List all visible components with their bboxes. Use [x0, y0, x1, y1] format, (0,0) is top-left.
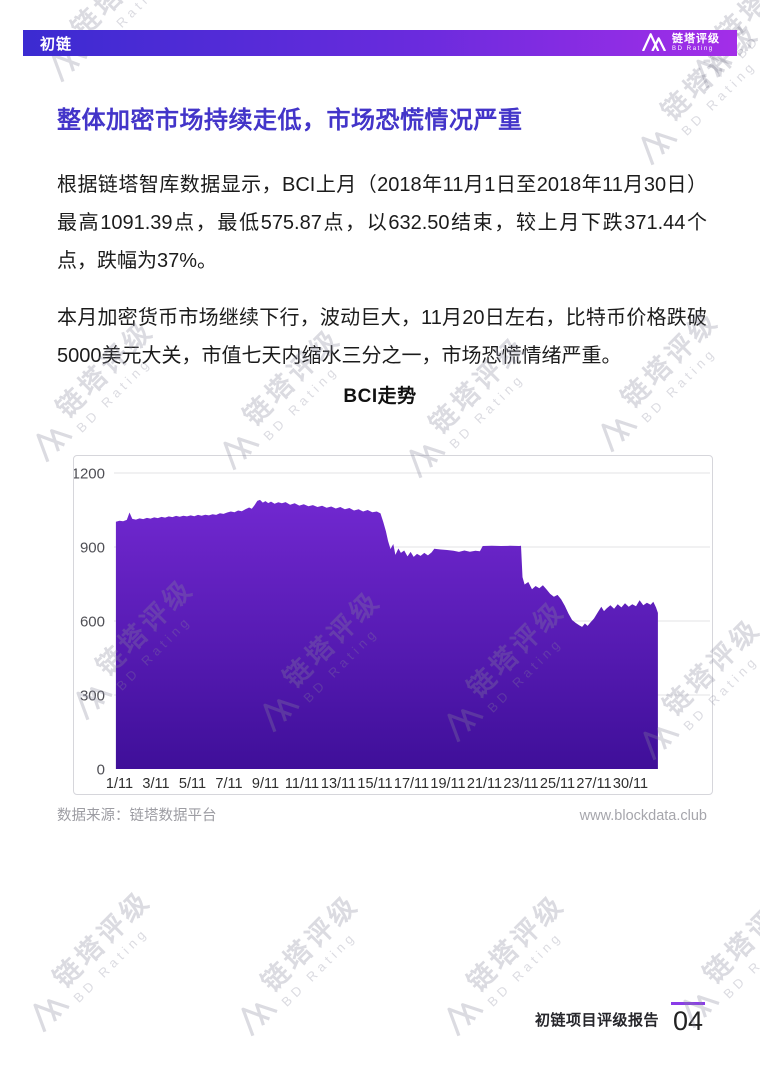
x-tick-label-13/11: 13/11: [321, 776, 356, 792]
x-tick-label-11/11: 11/11: [285, 776, 319, 792]
brand-text: 链塔评级 BD Rating: [672, 33, 720, 53]
watermark-text-en: BD Rating: [70, 924, 152, 1006]
brand-name-cn: 链塔评级: [672, 33, 720, 45]
y-tick-label-1200: 1200: [74, 465, 105, 482]
page-number-accent-rule: [671, 1002, 705, 1005]
x-tick-label-17/11: 17/11: [394, 776, 429, 792]
watermark-text-en: BD Rating: [733, 0, 760, 62]
x-tick-label-21/11: 21/11: [467, 776, 502, 792]
report-title: 初链项目评级报告: [534, 1012, 659, 1029]
mountain-logo-icon: [641, 31, 667, 56]
bci-area-series: [115, 499, 658, 769]
x-tick-label-19/11: 19/11: [430, 776, 465, 792]
watermark-text-en: BD Rating: [484, 928, 566, 1010]
section-title: 整体加密市场持续走低，市场恐慌情况严重: [57, 107, 523, 135]
watermark-text-cn: 链塔评级: [47, 884, 157, 994]
mountain-logo-watermark-icon: [229, 988, 283, 1042]
x-tick-label-1/11: 1/11: [106, 776, 133, 792]
x-tick-label-27/11: 27/11: [576, 776, 611, 792]
watermark-text-en: BD Rating: [720, 920, 760, 1002]
bci-area-chart-svg: 0 300 600 900 1200 1/11 3/11 5/11 7/11 9/11 11/11…: [74, 465, 710, 792]
y-tick-label-900: 900: [80, 539, 105, 556]
mountain-logo-watermark-icon: [24, 414, 78, 468]
y-axis-tick-labels: 0 300 600 900 1200: [74, 465, 105, 778]
y-tick-label-0: 0: [97, 762, 105, 779]
header-product-name: 初链: [40, 35, 73, 53]
header-brand-logo: 链塔评级 BD Rating: [641, 31, 720, 56]
paragraph-market-comment: 本月加密货币市场继续下行，波动巨大，11月20日左右，比特币价格跌破5000美元…: [57, 307, 707, 367]
chart-title: BCI走势: [343, 386, 417, 407]
x-tick-label-5/11: 5/11: [179, 776, 206, 792]
data-source-note: 数据来源：链塔数据平台: [57, 808, 217, 824]
watermark-text-cn: 链塔评级: [697, 880, 760, 990]
watermark-text-cn: 链塔评级: [461, 888, 571, 998]
paragraph-bci-summary: 根据链塔智库数据显示，BCI上月（2018年11月1日至2018年11月30日）…: [57, 174, 707, 272]
x-tick-label-25/11: 25/11: [540, 776, 575, 792]
mountain-logo-watermark-icon: [21, 984, 75, 1038]
x-tick-label-30/11: 30/11: [613, 776, 648, 792]
x-tick-label-7/11: 7/11: [215, 776, 242, 792]
page-number-block: 04: [671, 1002, 705, 1035]
brand-name-en: BD Rating: [672, 46, 714, 52]
mountain-logo-watermark-icon: [589, 404, 643, 458]
x-tick-label-9/11: 9/11: [252, 776, 279, 792]
x-tick-label-3/11: 3/11: [142, 776, 169, 792]
page-footer: 初链项目评级报告 04: [535, 1002, 705, 1035]
y-tick-label-600: 600: [80, 613, 105, 630]
watermark-text-cn: 链塔评级: [255, 888, 365, 998]
watermark-text-en: BD Rating: [278, 928, 360, 1010]
x-axis-tick-labels: 1/11 3/11 5/11 7/11 9/11 11/11 13/11 15/11 17/11…: [106, 776, 648, 792]
page-number: 04: [672, 1006, 704, 1036]
header-bar: 初链 链塔评级 BD Rating: [23, 30, 737, 56]
y-tick-label-300: 300: [80, 687, 105, 704]
bci-trend-chart: 0 300 600 900 1200 1/11 3/11 5/11 7/11 9/11 11/11…: [73, 455, 713, 795]
mountain-logo-watermark-icon: [435, 988, 489, 1042]
x-tick-label-23/11: 23/11: [503, 776, 538, 792]
chart-source-row: 数据来源：链塔数据平台 www.blockdata.club: [57, 804, 707, 825]
x-tick-label-15/11: 15/11: [357, 776, 392, 792]
website-url: www.blockdata.club: [579, 808, 707, 824]
